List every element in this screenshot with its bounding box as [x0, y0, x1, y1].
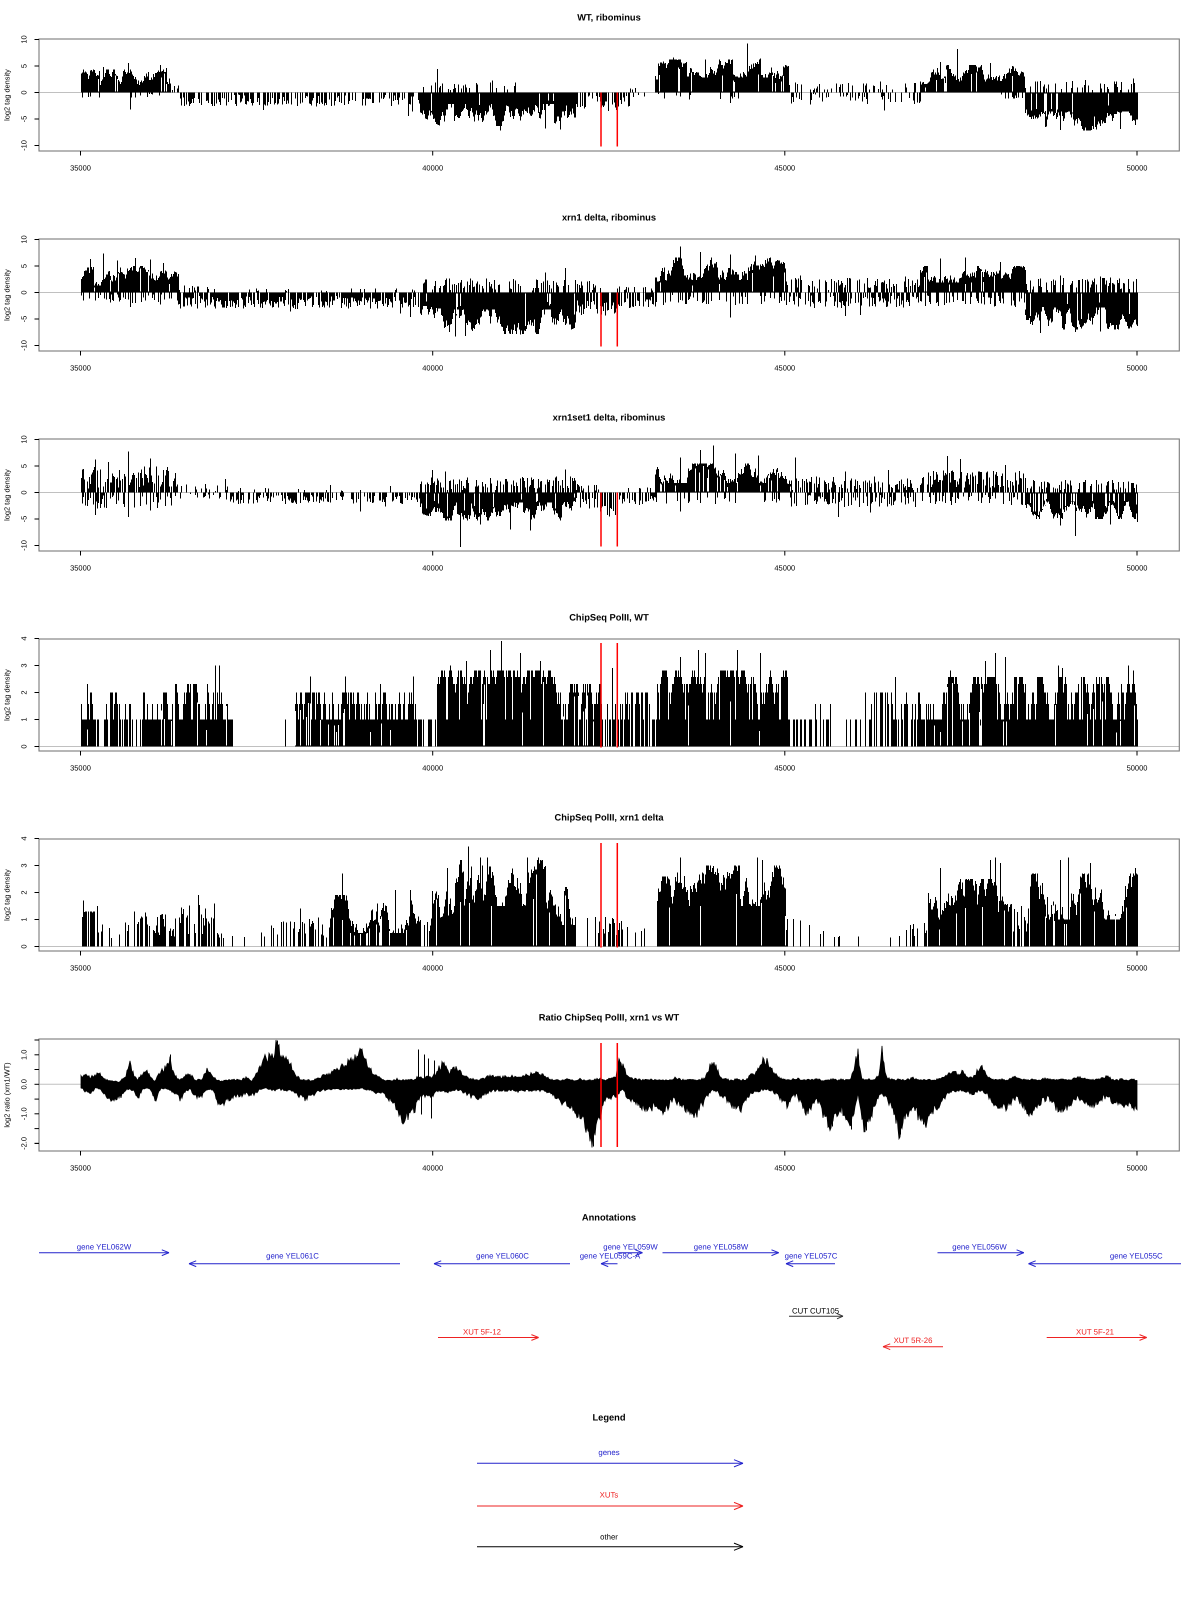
- svg-text:log2 ratio (xrn1/WT): log2 ratio (xrn1/WT): [3, 1062, 12, 1127]
- svg-text:45000: 45000: [774, 1164, 795, 1173]
- svg-text:gene YEL062W: gene YEL062W: [77, 1243, 132, 1252]
- svg-text:50000: 50000: [1127, 764, 1148, 773]
- svg-text:Annotations: Annotations: [582, 1213, 636, 1223]
- svg-text:45000: 45000: [774, 164, 795, 173]
- svg-text:WT, ribominus: WT, ribominus: [577, 13, 641, 23]
- svg-text:ChipSeq PolII, WT: ChipSeq PolII, WT: [569, 613, 649, 623]
- svg-text:genes: genes: [598, 1448, 619, 1457]
- svg-text:4: 4: [20, 636, 29, 640]
- svg-text:gene YEL056W: gene YEL056W: [952, 1243, 1007, 1252]
- svg-text:-5: -5: [20, 116, 29, 123]
- svg-text:45000: 45000: [774, 564, 795, 573]
- svg-text:50000: 50000: [1127, 164, 1148, 173]
- svg-text:-5: -5: [20, 316, 29, 323]
- svg-text:XUT 5F-21: XUT 5F-21: [1076, 1328, 1114, 1337]
- svg-text:xrn1 delta, ribominus: xrn1 delta, ribominus: [562, 213, 656, 223]
- svg-text:-10: -10: [20, 540, 29, 551]
- svg-text:45000: 45000: [774, 764, 795, 773]
- svg-text:-2.0: -2.0: [20, 1137, 29, 1150]
- svg-text:4: 4: [20, 836, 29, 840]
- svg-text:gene YEL061C: gene YEL061C: [266, 1252, 319, 1261]
- svg-text:40000: 40000: [422, 364, 443, 373]
- svg-text:10: 10: [20, 435, 29, 443]
- svg-text:-5: -5: [20, 516, 29, 523]
- svg-text:45000: 45000: [774, 364, 795, 373]
- svg-text:gene YEL060C: gene YEL060C: [476, 1252, 529, 1261]
- svg-text:0: 0: [20, 290, 29, 294]
- svg-text:50000: 50000: [1127, 364, 1148, 373]
- svg-text:1: 1: [20, 917, 29, 921]
- svg-text:10: 10: [20, 235, 29, 243]
- svg-text:5: 5: [20, 264, 29, 268]
- svg-text:10: 10: [20, 35, 29, 43]
- svg-text:gene YEL057C: gene YEL057C: [785, 1252, 838, 1261]
- svg-text:0.0: 0.0: [20, 1079, 29, 1089]
- svg-text:0: 0: [20, 90, 29, 94]
- svg-text:35000: 35000: [70, 1164, 91, 1173]
- svg-text:2: 2: [20, 890, 29, 894]
- svg-text:40000: 40000: [422, 564, 443, 573]
- svg-text:35000: 35000: [70, 164, 91, 173]
- svg-text:gene YEL055C: gene YEL055C: [1110, 1252, 1163, 1261]
- svg-text:XUT 5F-12: XUT 5F-12: [463, 1328, 501, 1337]
- svg-text:40000: 40000: [422, 164, 443, 173]
- svg-text:50000: 50000: [1127, 564, 1148, 573]
- svg-text:Ratio ChipSeq PolII, xrn1 vs W: Ratio ChipSeq PolII, xrn1 vs WT: [539, 1013, 680, 1023]
- svg-text:0: 0: [20, 944, 29, 948]
- svg-text:0: 0: [20, 490, 29, 494]
- svg-text:XUTs: XUTs: [600, 1491, 619, 1500]
- svg-text:40000: 40000: [422, 964, 443, 973]
- svg-text:log2 tag density: log2 tag density: [3, 269, 12, 321]
- svg-text:35000: 35000: [70, 364, 91, 373]
- svg-text:45000: 45000: [774, 964, 795, 973]
- svg-text:5: 5: [20, 64, 29, 68]
- svg-text:CUT CUT105: CUT CUT105: [792, 1307, 840, 1316]
- svg-text:ChipSeq PolII, xrn1 delta: ChipSeq PolII, xrn1 delta: [554, 813, 664, 823]
- svg-text:50000: 50000: [1127, 964, 1148, 973]
- svg-text:Legend: Legend: [592, 1413, 625, 1423]
- svg-text:gene YEL058W: gene YEL058W: [694, 1243, 749, 1252]
- svg-text:1: 1: [20, 717, 29, 721]
- svg-text:3: 3: [20, 663, 29, 667]
- svg-text:2: 2: [20, 690, 29, 694]
- svg-text:-10: -10: [20, 140, 29, 151]
- svg-text:-10: -10: [20, 340, 29, 351]
- svg-text:log2 tag density: log2 tag density: [3, 869, 12, 921]
- svg-text:35000: 35000: [70, 964, 91, 973]
- svg-text:35000: 35000: [70, 564, 91, 573]
- svg-text:xrn1set1 delta, ribominus: xrn1set1 delta, ribominus: [553, 413, 666, 423]
- svg-text:50000: 50000: [1127, 1164, 1148, 1173]
- svg-text:35000: 35000: [70, 764, 91, 773]
- svg-text:40000: 40000: [422, 1164, 443, 1173]
- svg-text:3: 3: [20, 863, 29, 867]
- svg-text:40000: 40000: [422, 764, 443, 773]
- svg-text:gene YEL059W: gene YEL059W: [603, 1243, 658, 1252]
- svg-text:log2 tag density: log2 tag density: [3, 69, 12, 121]
- svg-text:log2 tag density: log2 tag density: [3, 469, 12, 521]
- svg-text:1.0: 1.0: [20, 1050, 29, 1060]
- svg-text:gene YEL059C-A: gene YEL059C-A: [580, 1252, 641, 1261]
- svg-text:other: other: [600, 1533, 618, 1542]
- svg-text:5: 5: [20, 464, 29, 468]
- svg-text:XUT 5R-26: XUT 5R-26: [894, 1336, 933, 1345]
- svg-text:0: 0: [20, 744, 29, 748]
- svg-text:-1.0: -1.0: [20, 1107, 29, 1120]
- svg-text:log2 tag density: log2 tag density: [3, 669, 12, 721]
